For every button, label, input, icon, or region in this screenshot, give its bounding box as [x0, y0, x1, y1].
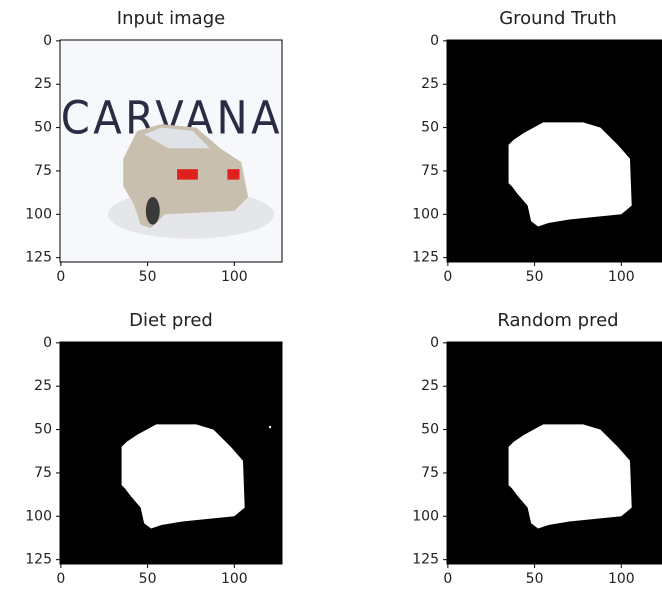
y-tick-label: 25 [34, 378, 52, 394]
y-tick-label: 0 [430, 33, 439, 49]
mask-speck [268, 426, 272, 429]
axes-frame [59, 341, 283, 565]
y-tick-label: 75 [421, 465, 439, 481]
x-tick-label: 50 [526, 269, 544, 285]
image-content [447, 342, 662, 564]
x-tick-label: 50 [139, 269, 157, 285]
x-tick-label: 0 [443, 571, 452, 587]
y-tick-label: 75 [421, 163, 439, 179]
y-tick-label: 125 [412, 552, 439, 568]
subplot: Random pred 0 50 100 0 25 50 75 100 125 [412, 310, 662, 587]
y-tick-label: 100 [25, 508, 52, 524]
image-content: CARVANA [60, 40, 282, 262]
x-tick-label: 0 [56, 571, 65, 587]
axes-frame [446, 341, 662, 565]
y-tick-label: 125 [25, 250, 52, 266]
image-content [60, 342, 282, 564]
x-tick-label: 100 [608, 571, 635, 587]
subplot-title: Diet pred [129, 310, 213, 331]
mask [121, 424, 245, 529]
y-tick-label: 25 [421, 76, 439, 92]
y-tick-label: 75 [34, 163, 52, 179]
image [447, 40, 662, 262]
x-tick-label: 100 [221, 571, 248, 587]
y-tick-label: 50 [34, 422, 52, 438]
subplot-title: Input image [117, 8, 225, 29]
subplot-title: Random pred [497, 310, 618, 331]
image-content [447, 40, 662, 262]
y-tick-label: 125 [412, 250, 439, 266]
y-tick-label: 100 [25, 206, 52, 222]
y-tick-label: 50 [421, 120, 439, 136]
y-tick-label: 50 [421, 422, 439, 438]
mask [508, 122, 632, 227]
tail-light [227, 169, 240, 180]
x-tick-label: 0 [56, 269, 65, 285]
x-tick-label: 100 [221, 269, 248, 285]
y-tick-label: 0 [43, 335, 52, 351]
image: CARVANA [60, 40, 282, 262]
y-tick-label: 100 [412, 206, 439, 222]
image [447, 342, 662, 564]
y-tick-label: 125 [25, 552, 52, 568]
subplot: Diet pred 0 50 100 0 25 50 75 100 125 [25, 310, 283, 587]
car-window [144, 127, 211, 149]
y-tick-label: 0 [430, 335, 439, 351]
y-tick-label: 0 [43, 33, 52, 49]
wheel [145, 196, 160, 225]
image [60, 342, 282, 564]
y-tick-label: 25 [34, 76, 52, 92]
axes-frame [446, 39, 662, 263]
subplot: CARVANA Input image 0 50 100 0 25 50 75 100 125 [25, 8, 283, 285]
y-tick-label: 50 [34, 120, 52, 136]
mask [508, 424, 632, 529]
x-tick-label: 50 [526, 571, 544, 587]
tail-light [177, 169, 198, 180]
subplot: Ground Truth 0 50 100 0 25 50 75 100 125 [412, 8, 662, 285]
x-tick-label: 50 [139, 571, 157, 587]
y-tick-label: 75 [34, 465, 52, 481]
x-tick-label: 0 [443, 269, 452, 285]
y-tick-label: 100 [412, 508, 439, 524]
y-tick-label: 25 [421, 378, 439, 394]
x-tick-label: 100 [608, 269, 635, 285]
subplot-title: Ground Truth [499, 8, 617, 29]
axes-frame [59, 39, 283, 263]
